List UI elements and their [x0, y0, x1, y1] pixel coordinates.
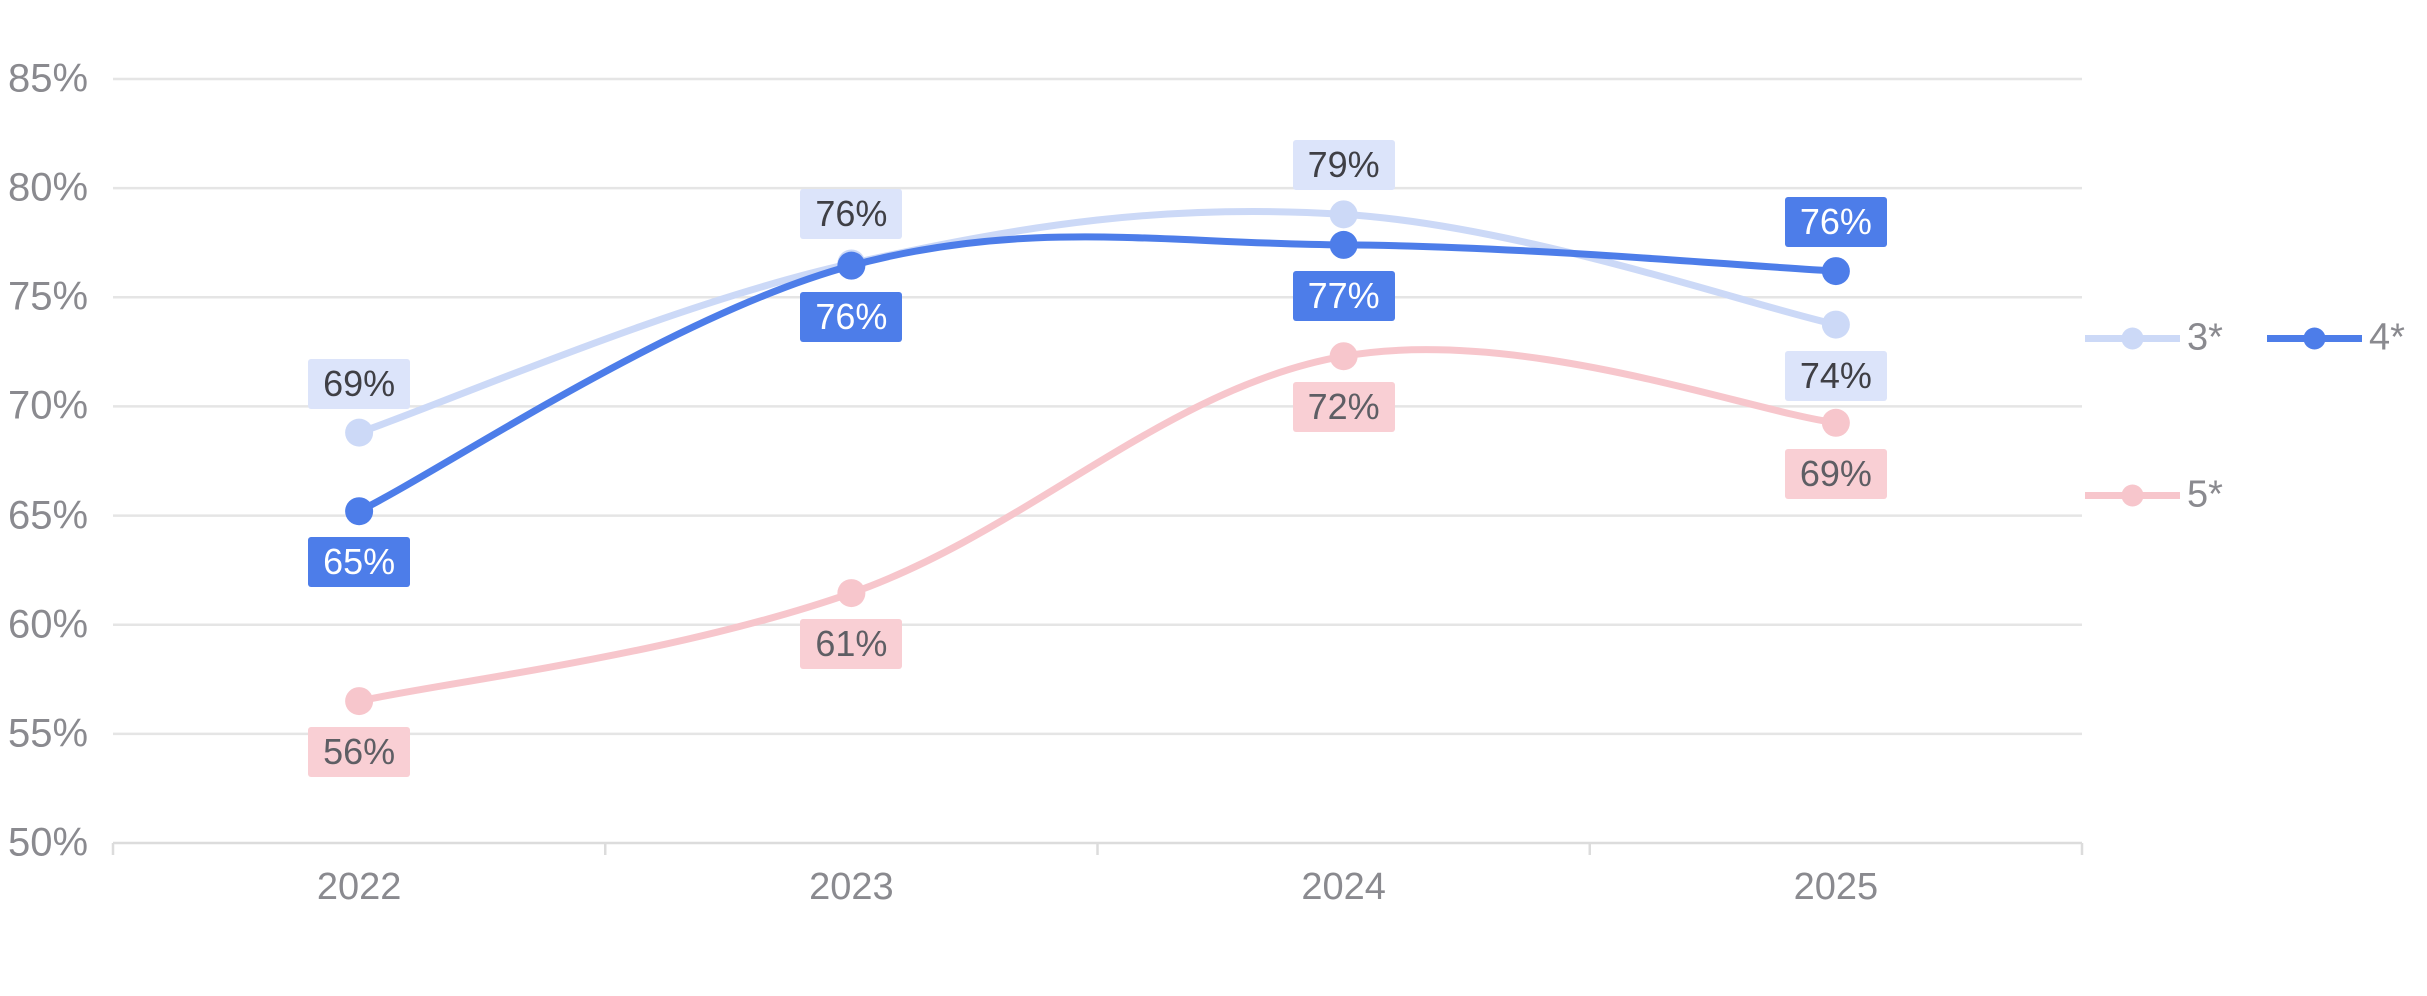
y-axis-tick-label: 60%: [8, 602, 89, 647]
legend-item-4star[interactable]: 4*: [2267, 317, 2405, 360]
legend-label: 4*: [2369, 316, 2405, 359]
legend-marker-icon: [2085, 484, 2180, 506]
y-axis-tick-label: 75%: [8, 274, 89, 319]
data-point-label: 69%: [308, 358, 411, 409]
y-axis-tick-label: 80%: [8, 165, 89, 210]
y-axis-tick-label: 55%: [8, 711, 89, 756]
data-point[interactable]: [1821, 408, 1850, 437]
data-point-label: 74%: [1784, 350, 1887, 401]
data-point[interactable]: [345, 497, 374, 526]
y-axis-tick-label: 85%: [8, 56, 89, 101]
y-axis-tick-label: 65%: [8, 493, 89, 538]
series-line-4star: [355, 233, 1840, 515]
data-point-label: 76%: [800, 189, 903, 240]
x-axis-tick-label: 2023: [809, 866, 894, 908]
data-point-label: 56%: [308, 727, 411, 778]
y-axis-tick-label: 70%: [8, 383, 89, 428]
data-point[interactable]: [345, 687, 374, 716]
series-line-3star: [355, 207, 1840, 437]
x-axis-tick-label: 2024: [1301, 866, 1386, 908]
data-point-label: 79%: [1292, 140, 1395, 191]
y-axis-tick-label: 50%: [8, 820, 89, 865]
data-point[interactable]: [1821, 310, 1850, 339]
legend-marker-icon: [2085, 327, 2180, 349]
data-point[interactable]: [1821, 257, 1850, 286]
data-point-label: 76%: [1784, 197, 1887, 248]
data-point-label: 77%: [1292, 270, 1395, 321]
data-point[interactable]: [1329, 230, 1358, 259]
data-point[interactable]: [1329, 342, 1358, 371]
series-line-5star: [355, 346, 1840, 705]
data-point-label: 72%: [1292, 382, 1395, 433]
data-point[interactable]: [1329, 200, 1358, 229]
data-point-label: 65%: [308, 537, 411, 588]
data-point[interactable]: [837, 251, 866, 280]
x-axis-tick-label: 2025: [1793, 866, 1879, 908]
legend-label: 5*: [2187, 473, 2223, 516]
data-point-label: 61%: [800, 619, 903, 670]
data-point[interactable]: [837, 579, 866, 608]
legend-item-5star[interactable]: 5*: [2085, 474, 2223, 517]
legend-item-3star[interactable]: 3*: [2085, 317, 2223, 360]
legend-marker-icon: [2267, 327, 2362, 349]
x-axis-tick-label: 2022: [316, 866, 402, 908]
data-point-label: 76%: [800, 291, 903, 342]
legend-label: 3*: [2187, 316, 2223, 359]
data-point-label: 69%: [1784, 448, 1887, 499]
data-point[interactable]: [345, 418, 374, 447]
